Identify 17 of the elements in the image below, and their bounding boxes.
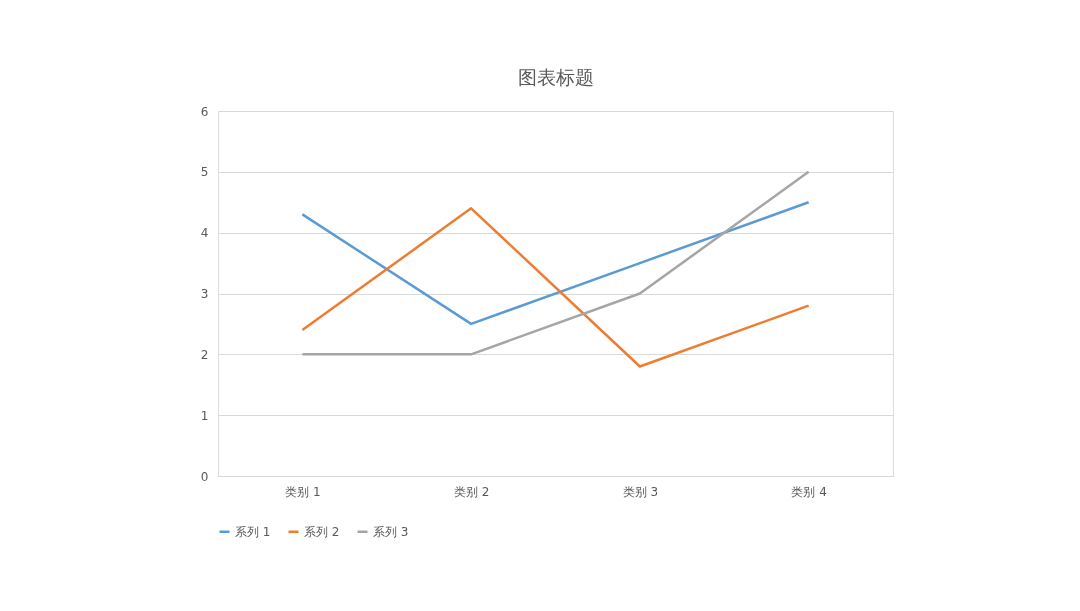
line-series	[301, 201, 810, 326]
line-series	[301, 207, 810, 368]
legend-label: 系列 2	[304, 524, 340, 539]
y-tick-label: 3	[200, 287, 209, 301]
y-tick-label: 6	[200, 104, 209, 119]
legend-label: 系列 3	[373, 524, 409, 539]
y-tick-label: 2	[200, 347, 209, 362]
chart-title: 图表标题	[517, 66, 594, 88]
y-tick-label: 4	[200, 226, 209, 241]
x-tick-label: 类别 4	[791, 484, 827, 499]
y-tick-label: 0	[200, 469, 209, 484]
x-tick-label: 类别 2	[453, 484, 490, 499]
y-tick-label: 1	[200, 408, 209, 423]
y-tick-label: 5	[200, 165, 209, 180]
legend-label: 系列 1	[235, 524, 271, 539]
x-tick-label: 类别 3	[622, 484, 659, 499]
x-tick-label: 类别 1	[285, 484, 321, 499]
